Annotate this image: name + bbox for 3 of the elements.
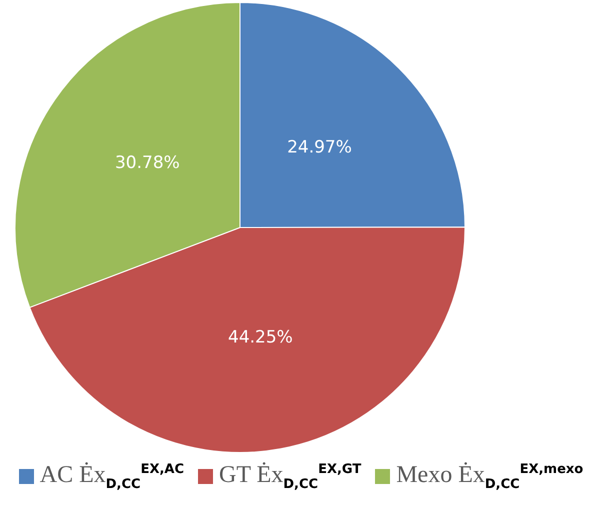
data-label: 24.97% <box>287 137 352 158</box>
data-label: 44.25% <box>228 328 293 348</box>
data-label: 30.78% <box>114 153 180 174</box>
